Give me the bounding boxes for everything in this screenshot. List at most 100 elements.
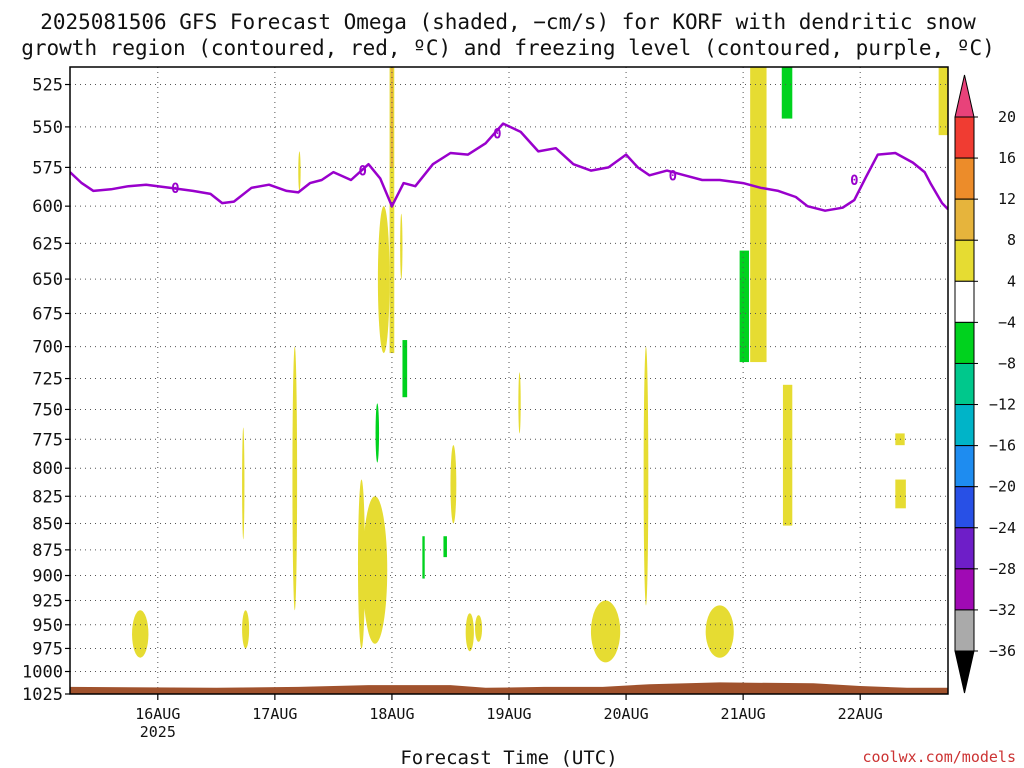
y-tick-label: 900: [32, 567, 63, 587]
freezing-level-label: 0: [493, 126, 501, 142]
plot-frame: [69, 66, 949, 695]
colorbar-label: 16: [998, 149, 1016, 167]
omega-shade-region: [895, 479, 906, 509]
colorbar-swatch: [954, 321, 975, 364]
omega-shade-region: [375, 403, 380, 463]
x-tick-label: 21AUG: [721, 705, 766, 723]
y-tick-label: 525: [32, 76, 63, 96]
colorbar-swatch: [954, 157, 975, 200]
freezing-level-label: 0: [358, 164, 366, 180]
omega-shade-region: [475, 615, 483, 642]
omega-shade-region: [782, 384, 793, 526]
y-tick-label: 875: [32, 541, 63, 561]
omega-shade-region: [938, 67, 948, 136]
colorbar-swatch: [954, 280, 975, 323]
omega-shade-region: [443, 536, 447, 558]
colorbar-swatch: [954, 404, 975, 447]
colorbar-swatch: [954, 239, 975, 282]
colorbar-top-arrow: [954, 74, 975, 118]
colorbar-label: −20: [989, 478, 1016, 496]
omega-shade-region: [590, 600, 621, 663]
freezing-level-label: 0: [850, 173, 858, 189]
omega-shade-region: [518, 372, 521, 434]
colorbar-bottom-arrow: [954, 650, 975, 694]
omega-shade-region: [132, 610, 149, 658]
omega-shade-region: [402, 340, 408, 398]
x-axis-label: Forecast Time (UTC): [400, 747, 617, 768]
colorbar: 20 16 12 8 4 −4 −8 −12 −16 −20 −24 −28 −32 −36: [954, 74, 1016, 694]
omega-shade-region: [242, 610, 250, 649]
y-tick-label: 750: [32, 400, 63, 420]
freezing-level-label: 0: [669, 168, 677, 184]
omega-shade-region: [739, 250, 749, 363]
omega-shade-region: [643, 346, 649, 606]
grid-layer: [70, 67, 948, 694]
colorbar-label: −28: [989, 560, 1016, 578]
y-tick-label: 925: [32, 591, 63, 611]
y-tick-label: 975: [32, 639, 63, 659]
y-tick-label: 600: [32, 197, 63, 217]
omega-shading-layer: [132, 67, 948, 663]
omega-shade-region: [465, 613, 474, 652]
x-tick-label: 19AUG: [486, 705, 531, 723]
colorbar-label: −36: [989, 642, 1016, 660]
colorbar-label: 12: [998, 190, 1016, 208]
colorbar-swatch: [954, 609, 975, 652]
omega-shade-region: [389, 67, 395, 354]
colorbar-swatch: [954, 486, 975, 529]
y-axis: 525 550 575 600 625 650 675 700 725 750 775 800 825 8…: [22, 76, 70, 705]
omega-shade-region: [292, 346, 298, 611]
colorbar-label: −12: [989, 396, 1016, 414]
omega-shade-region: [781, 67, 793, 119]
y-tick-label: 550: [32, 118, 63, 138]
colorbar-swatch: [954, 198, 975, 241]
y-tick-label: 825: [32, 487, 63, 507]
omega-shade-region: [400, 213, 403, 280]
y-tick-label: 1025: [22, 685, 63, 705]
y-tick-label: 850: [32, 514, 63, 534]
colorbar-swatch: [954, 527, 975, 570]
omega-shade-region: [450, 445, 457, 524]
omega-shade-region: [422, 536, 425, 579]
colorbar-swatch: [954, 362, 975, 406]
y-tick-label: 700: [32, 338, 63, 358]
omega-shade-region: [750, 67, 767, 363]
colorbar-label: 8: [1007, 231, 1016, 249]
colorbar-label: −4: [998, 313, 1016, 331]
y-tick-label: 675: [32, 304, 63, 324]
credit-link[interactable]: coolwx.com/models: [862, 748, 1016, 766]
y-tick-label: 575: [32, 158, 63, 178]
y-tick-label: 775: [32, 430, 63, 450]
colorbar-swatch: [954, 445, 975, 488]
colorbar-label: −8: [998, 354, 1016, 372]
omega-shade-region: [705, 605, 734, 658]
y-tick-label: 650: [32, 270, 63, 290]
omega-shade-region: [357, 479, 366, 649]
colorbar-label: −24: [989, 519, 1016, 537]
freezing-level-label: 0: [171, 181, 179, 197]
x-tick-label: 16AUG: [135, 705, 180, 723]
y-tick-label: 950: [32, 616, 63, 636]
colorbar-label: −16: [989, 437, 1016, 455]
x-tick-label: 20AUG: [603, 705, 648, 723]
colorbar-swatch: [954, 116, 975, 159]
freezing-level-line: [70, 122, 948, 212]
ground-layer: [70, 682, 948, 694]
y-tick-label: 1000: [22, 663, 63, 683]
x-tick-label: 17AUG: [252, 705, 297, 723]
ground-terrain: [70, 682, 948, 694]
omega-shade-region: [242, 427, 245, 540]
x-tick-label: 18AUG: [369, 705, 414, 723]
omega-shade-region: [377, 206, 390, 354]
chart-title-line-1: 2025081506 GFS Forecast Omega (shaded, −…: [40, 10, 976, 34]
colorbar-label: −32: [989, 601, 1016, 619]
omega-shade-region: [362, 496, 388, 644]
colorbar-swatch: [954, 568, 975, 611]
y-tick-label: 800: [32, 459, 63, 479]
omega-shade-region: [298, 151, 301, 191]
freezing-level-layer: 0 0 0 0 0: [70, 122, 948, 212]
colorbar-label: 4: [1007, 272, 1016, 290]
chart-title-line-2: growth region (contoured, red, ºC) and f…: [21, 36, 995, 60]
